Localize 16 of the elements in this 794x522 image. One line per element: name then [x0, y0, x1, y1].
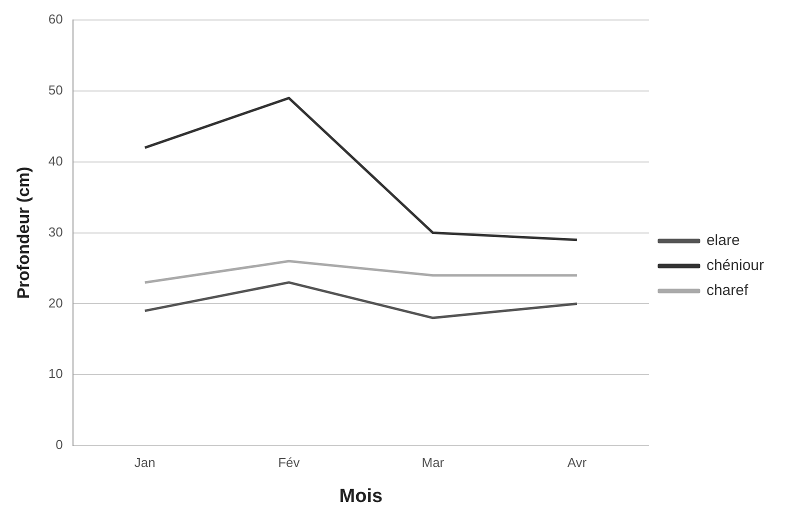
legend-label: chéniour — [706, 257, 764, 274]
x-axis-title: Mois — [339, 486, 383, 507]
y-tick-label: 10 — [48, 366, 63, 382]
y-tick-label: 50 — [48, 82, 63, 98]
y-tick-label: 40 — [48, 153, 63, 168]
x-tick-label: Jan — [134, 454, 156, 470]
y-axis-title: Profondeur (cm) — [14, 166, 33, 299]
y-tick-label: 60 — [48, 12, 63, 27]
legend-label: elare — [706, 232, 740, 250]
x-tick-label: Mar — [422, 454, 445, 470]
x-tick-label: Fév — [278, 454, 300, 470]
y-tick-label: 30 — [48, 224, 63, 240]
y-tick-label: 20 — [48, 295, 63, 310]
y-tick-label: 0 — [56, 437, 63, 452]
x-tick-label: Avr — [567, 454, 588, 470]
legend-label: charef — [706, 282, 749, 300]
